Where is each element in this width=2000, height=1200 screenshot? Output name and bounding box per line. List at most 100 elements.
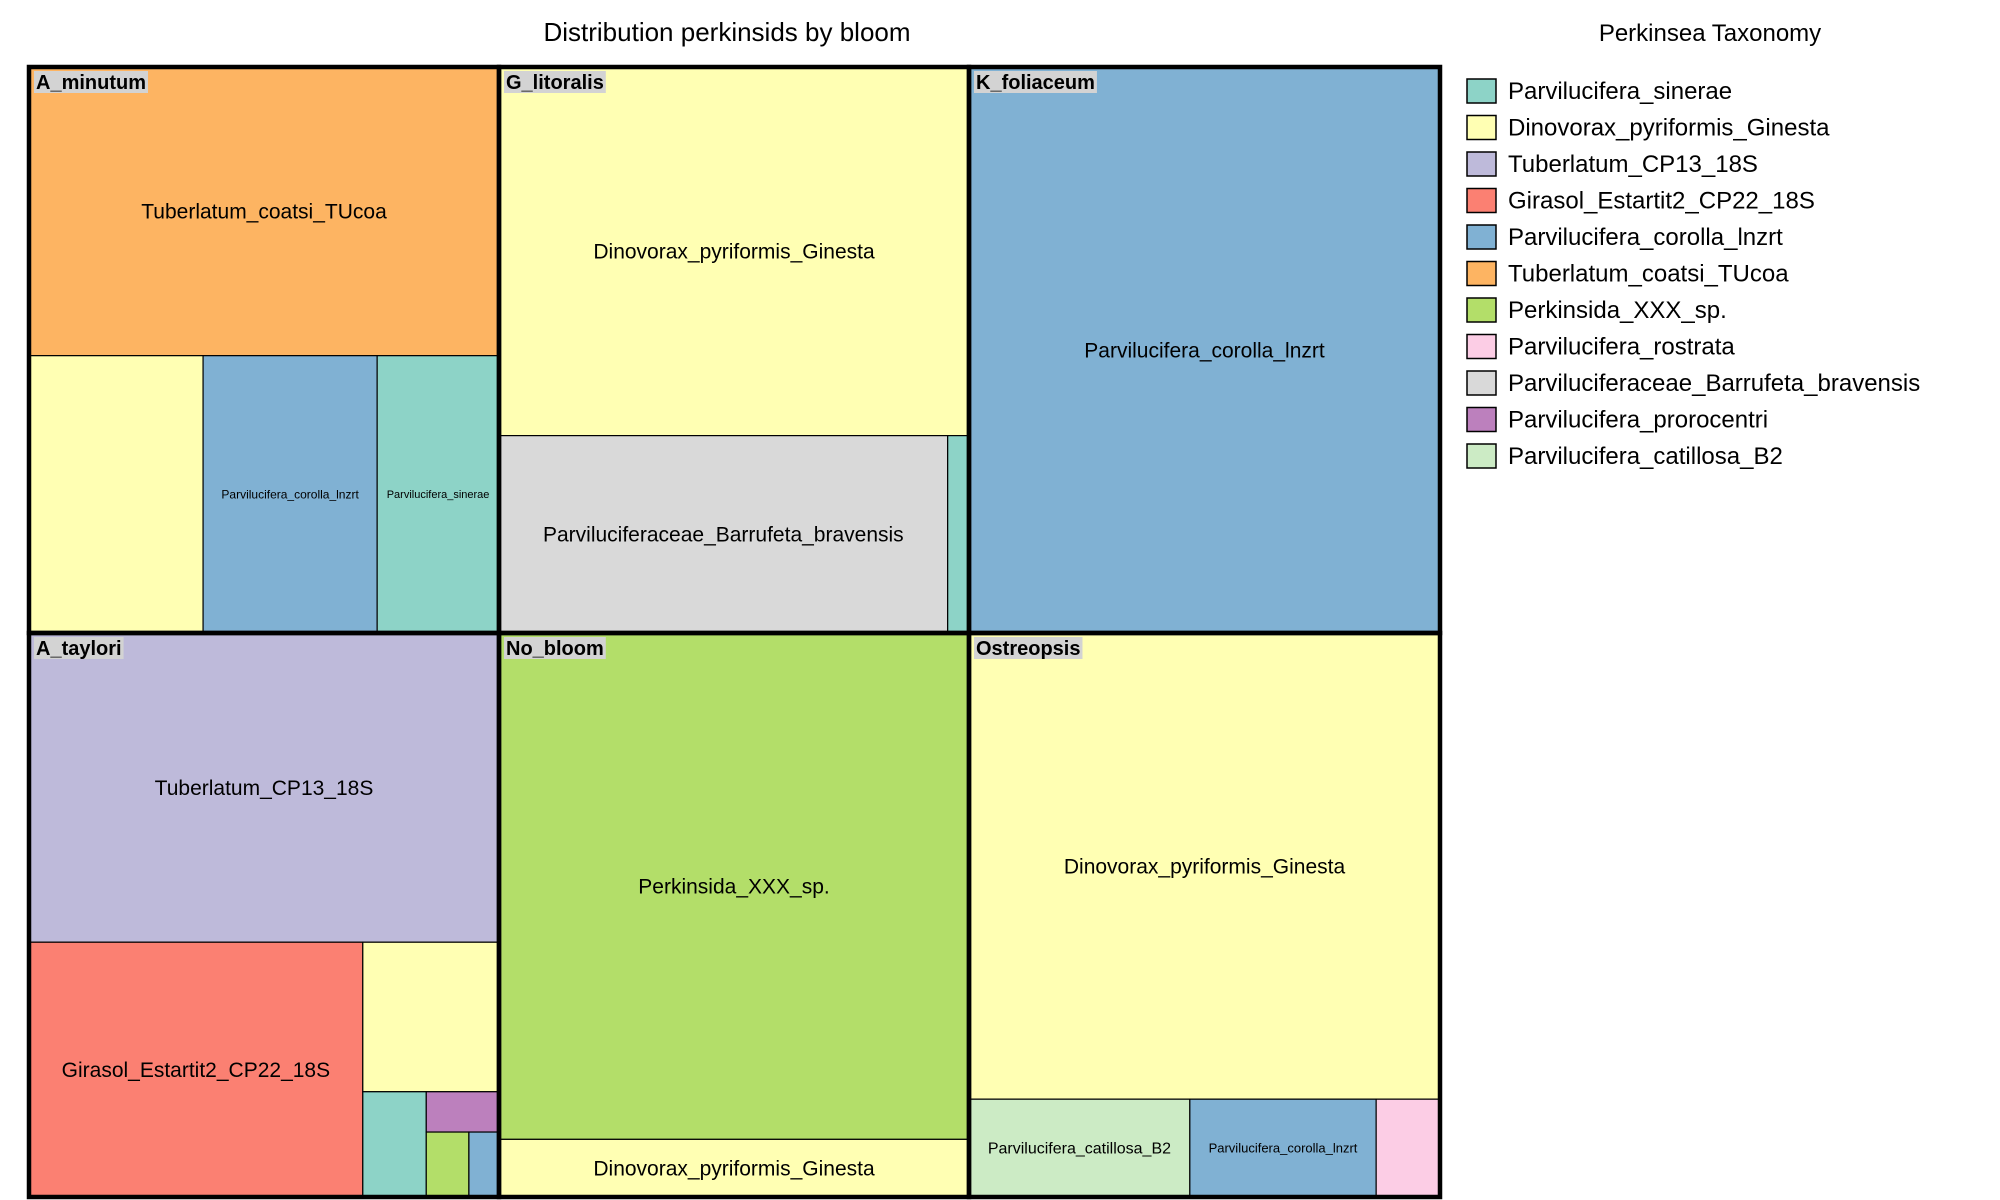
tile-no-bloom-dinovorax-pyriformis-ginesta: Dinovorax_pyriformis_Ginesta [498,1138,970,1198]
group-label-text: A_taylori [36,638,122,660]
group-label-background [34,71,148,93]
group-label-text: No_bloom [506,638,604,660]
tile-label: Parvilucifera_sinerae [387,489,490,501]
tile-rect [376,355,500,634]
tile-ostreopsis-parvilucifera-rostrata [1375,1098,1441,1198]
group-label-background [34,637,124,659]
tile-rect [425,1091,500,1133]
legend-label: Parvilucifera_rostrata [1508,334,1735,361]
legend-swatch [1466,114,1497,141]
legend-swatch [1466,187,1497,214]
legend-swatch [1466,443,1497,469]
legend-swatch [1466,224,1497,250]
tile-rect [1189,1098,1377,1198]
legend: Perkinsea Taxonomy Parvilucifera_sinerae… [1466,20,1920,470]
legend-swatch [1466,406,1497,433]
tile-rect [498,1138,970,1198]
tile-label: Dinovorax_pyriformis_Ginesta [1064,855,1346,878]
tile-g-litoralis-dinovorax-pyriformis-ginesta: Dinovorax_pyriformis_Ginesta [498,66,970,437]
legend-swatch [1466,260,1497,287]
tile-rect [468,1131,500,1198]
legend-swatch [1466,370,1497,396]
legend-item-parvilucifera-sinerae: Parvilucifera_sinerae [1466,78,1732,105]
group-label-g-litoralis: G_litoralis [504,71,606,94]
group-label-text: A_minutum [36,72,146,94]
tile-rect [1375,1098,1441,1198]
legend-swatch [1466,333,1497,360]
group-label-no-bloom: No_bloom [504,637,606,660]
group-label-k-foliaceum: K_foliaceum [974,71,1097,94]
legend-label: Dinovorax_pyriformis_Ginesta [1508,115,1830,142]
tile-label: Parvilucifera_corolla_lnzrt [1209,1141,1358,1156]
chart-title: Distribution perkinsids by bloom [543,17,910,47]
legend-item-parvilucifera-rostrata: Parvilucifera_rostrata [1466,333,1735,361]
legend-items: Parvilucifera_sinerae Dinovorax_pyriformi… [1466,78,1920,470]
tile-g-litoralis-parvilucifera-sinerae [947,435,970,634]
group-label-ostreopsis: Ostreopsis [974,637,1083,660]
group-label-text: K_foliaceum [976,72,1095,94]
group-label-background [974,637,1083,659]
group-labels: A_minutum G_litoralis K_foliaceum A_taylori… [34,71,1097,660]
legend-title: Perkinsea Taxonomy [1599,20,1821,47]
legend-swatch [1466,151,1497,177]
legend-item-parvilucifera-prorocentri: Parvilucifera_prorocentri [1466,406,1768,434]
tile-no-bloom-perkinsida-xxx-sp: Perkinsida_XXX_sp. [498,632,970,1140]
legend-label: Tuberlatum_coatsi_TUcoa [1508,261,1789,288]
treemap-tiles: Tuberlatum_coatsi_TUcoa Parvilucifera_cor… [28,66,1441,1198]
tile-rect [498,435,949,634]
tile-a-minutum-parvilucifera-sinerae: Parvilucifera_sinerae [376,355,500,634]
group-label-a-taylori: A_taylori [34,637,124,660]
tile-k-foliaceum-parvilucifera-corolla-lnzrt: Parvilucifera_corolla_lnzrt [968,66,1441,634]
tile-label: Dinovorax_pyriformis_Ginesta [593,1158,875,1181]
tile-rect [425,1131,470,1198]
tile-ostreopsis-dinovorax-pyriformis-ginesta: Dinovorax_pyriformis_Ginesta [968,632,1441,1100]
group-label-background [504,637,606,659]
group-border-ostreopsis [966,630,1443,1200]
legend-item-parvilucifera-corolla-lnzrt: Parvilucifera_corolla_lnzrt [1466,224,1783,251]
tile-a-minutum-tuberlatum-coatsi-tucoa: Tuberlatum_coatsi_TUcoa [28,66,500,357]
legend-item-parviluciferaceae-barrufeta-bravensis: Parviluciferaceae_Barrufeta_bravensis [1466,370,1920,397]
legend-label: Parvilucifera_corolla_lnzrt [1508,224,1783,251]
tile-a-taylori-tuberlatum-cp13-18s: Tuberlatum_CP13_18S [28,632,500,943]
tile-rect [28,941,364,1198]
tile-label: Tuberlatum_CP13_18S [155,777,374,800]
tile-rect [28,66,500,357]
tile-rect [947,435,970,634]
tile-label: Perkinsida_XXX_sp. [638,876,829,899]
legend-label: Parvilucifera_catillosa_B2 [1508,443,1783,470]
tile-a-taylori-parvilucifera-prorocentri [425,1091,500,1133]
group-label-text: G_litoralis [506,72,604,94]
legend-label: Girasol_Estartit2_CP22_18S [1508,188,1815,215]
tile-rect [498,632,970,1140]
legend-label: Tuberlatum_CP13_18S [1508,151,1758,178]
tile-rect [28,355,204,634]
group-label-text: Ostreopsis [976,638,1080,660]
tile-a-taylori-dinovorax-pyriformis-ginesta [362,941,500,1093]
legend-item-girasol-estartit2-cp22-18s: Girasol_Estartit2_CP22_18S [1466,187,1815,215]
tile-label: Tuberlatum_coatsi_TUcoa [141,201,387,224]
legend-label: Parviluciferaceae_Barrufeta_bravensis [1508,370,1920,397]
legend-item-tuberlatum-cp13-18s: Tuberlatum_CP13_18S [1466,151,1758,178]
tile-g-litoralis-parviluciferaceae-barrufeta-bravensis: Parviluciferaceae_Barrufeta_bravensis [498,435,949,634]
legend-item-dinovorax-pyriformis-ginesta: Dinovorax_pyriformis_Ginesta [1466,114,1830,142]
tile-a-taylori-parvilucifera-corolla-lnzrt [468,1131,500,1198]
legend-label: Parvilucifera_prorocentri [1508,407,1768,434]
legend-item-perkinsida-xxx-sp: Perkinsida_XXX_sp. [1466,297,1727,324]
group-label-background [504,71,606,93]
tile-label: Girasol_Estartit2_CP22_18S [62,1059,330,1082]
tile-rect [362,941,500,1093]
group-label-a-minutum: A_minutum [34,71,148,94]
legend-swatch [1466,297,1497,323]
tile-rect [362,1091,427,1198]
legend-swatch [1466,78,1497,104]
tile-label: Parvilucifera_corolla_lnzrt [221,488,359,502]
tile-label: Dinovorax_pyriformis_Ginesta [593,241,875,264]
tile-label: Parviluciferaceae_Barrufeta_bravensis [543,524,904,547]
tile-rect [968,632,1441,1100]
legend-label: Perkinsida_XXX_sp. [1508,297,1727,324]
tile-rect [968,1098,1191,1198]
tile-a-taylori-girasol-estartit2-cp22-18s: Girasol_Estartit2_CP22_18S [28,941,364,1198]
tile-a-taylori-parvilucifera-sinerae [362,1091,427,1198]
tile-ostreopsis-parvilucifera-corolla-lnzrt: Parvilucifera_corolla_lnzrt [1189,1098,1377,1198]
